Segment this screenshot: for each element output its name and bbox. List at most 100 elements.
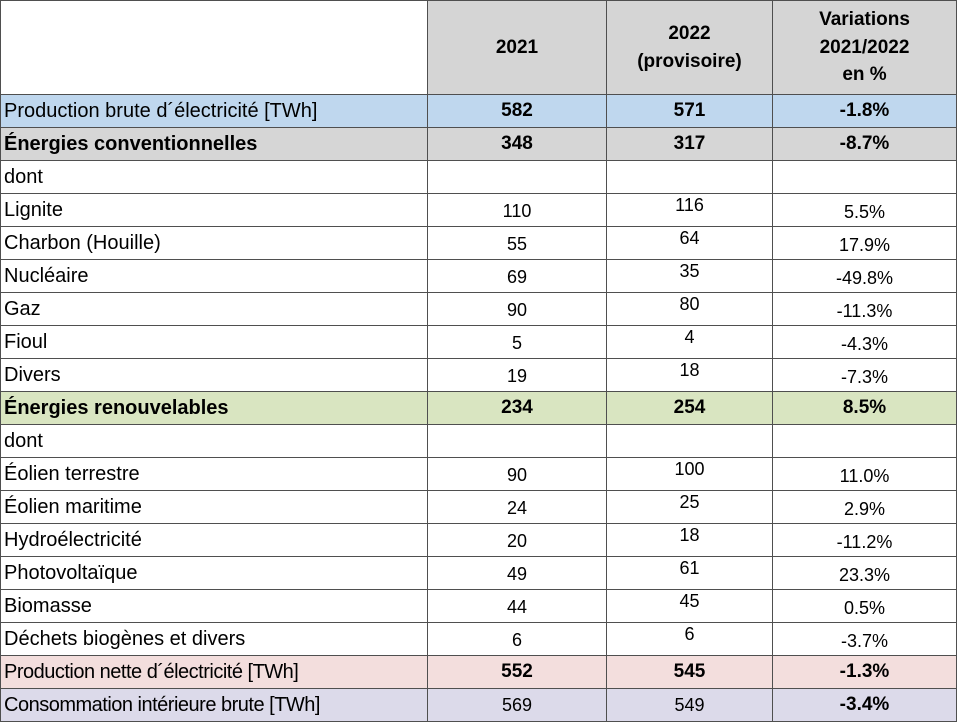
- row-label: Hydroélectricité: [0, 523, 428, 557]
- table-row-eolien-terrestre: Éolien terrestre 90 100 11.0%: [0, 457, 957, 491]
- row-label: Nucléaire: [0, 259, 428, 293]
- table-row-production-brute: Production brute d´électricité [TWh] 582…: [0, 94, 957, 128]
- value-2021: 20: [427, 523, 607, 557]
- value-2021: 44: [427, 589, 607, 623]
- value-variation: 11.0%: [772, 457, 957, 491]
- value-2022: 45: [606, 589, 773, 623]
- table-row-hydroelectricite: Hydroélectricité 20 18 -11.2%: [0, 523, 957, 557]
- value-variation: 17.9%: [772, 226, 957, 260]
- value-variation: [772, 160, 957, 194]
- table-row-divers: Divers 19 18 -7.3%: [0, 358, 957, 392]
- value-2021: [427, 160, 607, 194]
- value-variation: -3.7%: [772, 622, 957, 656]
- value-2021: 110: [427, 193, 607, 227]
- table-row-consommation-interieure: Consommation intérieure brute [TWh] 569 …: [0, 688, 957, 722]
- value-2021: 6: [427, 622, 607, 656]
- value-2022: 25: [606, 490, 773, 524]
- value-variation: [772, 424, 957, 458]
- row-label: Énergies renouvelables: [0, 391, 428, 425]
- header-corner: [0, 0, 428, 95]
- table-row-charbon: Charbon (Houille) 55 64 17.9%: [0, 226, 957, 260]
- value-2021: 5: [427, 325, 607, 359]
- value-2022: 254: [606, 391, 773, 425]
- value-2022: 18: [606, 523, 773, 557]
- table-row-eolien-maritime: Éolien maritime 24 25 2.9%: [0, 490, 957, 524]
- value-2022: 64: [606, 226, 773, 260]
- value-variation: 2.9%: [772, 490, 957, 524]
- table-row-lignite: Lignite 110 116 5.5%: [0, 193, 957, 227]
- value-variation: 8.5%: [772, 391, 957, 425]
- table-row-nucleaire: Nucléaire 69 35 -49.8%: [0, 259, 957, 293]
- value-variation: -1.8%: [772, 94, 957, 128]
- table-row-energies-conventionnelles: Énergies conventionnelles 348 317 -8.7%: [0, 127, 957, 161]
- header-2021: 2021: [427, 0, 607, 95]
- value-2021: 234: [427, 391, 607, 425]
- value-variation: -4.3%: [772, 325, 957, 359]
- value-2021: 69: [427, 259, 607, 293]
- value-variation: -11.2%: [772, 523, 957, 557]
- row-label: Déchets biogènes et divers: [0, 622, 428, 656]
- row-label: Photovoltaïque: [0, 556, 428, 590]
- table-row-dechets-biogenes: Déchets biogènes et divers 6 6 -3.7%: [0, 622, 957, 656]
- value-2021: 90: [427, 292, 607, 326]
- value-variation: 23.3%: [772, 556, 957, 590]
- table-row-dont: dont: [0, 160, 957, 194]
- header-row: 2021 2022 (provisoire) Variations 2021/2…: [0, 0, 957, 95]
- table-row-biomasse: Biomasse 44 45 0.5%: [0, 589, 957, 623]
- value-2022: 35: [606, 259, 773, 293]
- value-2022: 100: [606, 457, 773, 491]
- row-label: Éolien maritime: [0, 490, 428, 524]
- value-2022: 549: [606, 688, 773, 722]
- table-row-production-nette: Production nette d´électricité [TWh] 552…: [0, 655, 957, 689]
- table-row-gaz: Gaz 90 80 -11.3%: [0, 292, 957, 326]
- value-2022: 4: [606, 325, 773, 359]
- value-variation: 5.5%: [772, 193, 957, 227]
- value-2022: 6: [606, 622, 773, 656]
- value-variation: -7.3%: [772, 358, 957, 392]
- row-label: Production brute d´électricité [TWh]: [0, 94, 428, 128]
- value-2021: 582: [427, 94, 607, 128]
- value-2022: 545: [606, 655, 773, 689]
- value-variation: -1.3%: [772, 655, 957, 689]
- value-2022: [606, 160, 773, 194]
- header-2022-provisoire: 2022 (provisoire): [606, 0, 773, 95]
- value-2022: 80: [606, 292, 773, 326]
- value-variation: -3.4%: [772, 688, 957, 722]
- value-variation: -11.3%: [772, 292, 957, 326]
- value-2022: 116: [606, 193, 773, 227]
- row-label: Énergies conventionnelles: [0, 127, 428, 161]
- table-row-fioul: Fioul 5 4 -4.3%: [0, 325, 957, 359]
- value-2021: [427, 424, 607, 458]
- table-row-photovoltaique: Photovoltaïque 49 61 23.3%: [0, 556, 957, 590]
- row-label: Charbon (Houille): [0, 226, 428, 260]
- value-2021: 49: [427, 556, 607, 590]
- row-label: Gaz: [0, 292, 428, 326]
- row-label: dont: [0, 160, 428, 194]
- row-label: Divers: [0, 358, 428, 392]
- value-2022: 18: [606, 358, 773, 392]
- row-label: Biomasse: [0, 589, 428, 623]
- row-label: Éolien terrestre: [0, 457, 428, 491]
- row-label: Lignite: [0, 193, 428, 227]
- value-variation: -49.8%: [772, 259, 957, 293]
- value-2022: 317: [606, 127, 773, 161]
- row-label: Production nette d´électricité [TWh]: [0, 655, 428, 689]
- value-2021: 552: [427, 655, 607, 689]
- table-row-energies-renouvelables: Énergies renouvelables 234 254 8.5%: [0, 391, 957, 425]
- value-2021: 90: [427, 457, 607, 491]
- table-row-dont: dont: [0, 424, 957, 458]
- row-label: Fioul: [0, 325, 428, 359]
- value-2021: 24: [427, 490, 607, 524]
- row-label: dont: [0, 424, 428, 458]
- row-label: Consommation intérieure brute [TWh]: [0, 688, 428, 722]
- value-2021: 55: [427, 226, 607, 260]
- value-variation: 0.5%: [772, 589, 957, 623]
- value-2022: [606, 424, 773, 458]
- value-2021: 19: [427, 358, 607, 392]
- value-2021: 569: [427, 688, 607, 722]
- value-variation: -8.7%: [772, 127, 957, 161]
- value-2021: 348: [427, 127, 607, 161]
- value-2022: 571: [606, 94, 773, 128]
